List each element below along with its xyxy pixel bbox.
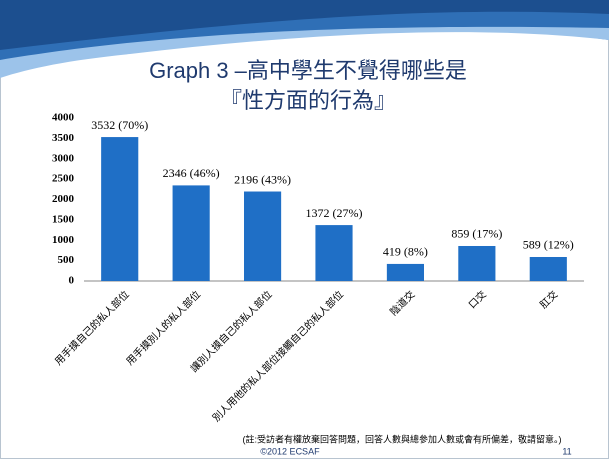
y-tick-label: 3000	[52, 152, 75, 164]
bar	[101, 137, 139, 281]
bar	[386, 263, 424, 281]
y-tick-label: 4000	[52, 112, 75, 124]
value-label: 3532 (70%)	[91, 118, 148, 132]
bar	[315, 225, 353, 281]
page-number: 11	[562, 446, 571, 456]
value-label: 1372 (27%)	[306, 206, 363, 220]
header-swoosh-dark	[0, 0, 609, 50]
footer: ©2012 ECSAF	[260, 446, 320, 456]
y-tick-label: 0	[69, 275, 75, 287]
bar	[458, 245, 496, 281]
value-label: 419 (8%)	[383, 245, 428, 259]
bar	[172, 185, 210, 281]
value-label: 859 (17%)	[451, 227, 502, 241]
y-tick-label: 1000	[52, 234, 75, 246]
y-tick-label: 3500	[52, 132, 75, 144]
chart-title: Graph 3 –高中學生不覺得哪些是	[149, 58, 467, 83]
value-label: 2346 (46%)	[163, 166, 220, 180]
y-tick-label: 2500	[52, 173, 75, 185]
footnote: (註:受訪者有權放棄回答問題，回答人數與總參加人數或會有所偏差，敬請留意。)	[243, 433, 562, 444]
y-tick-label: 1500	[52, 213, 75, 225]
bar	[244, 191, 282, 281]
y-tick-label: 500	[58, 254, 75, 266]
value-label: 2196 (43%)	[234, 172, 291, 186]
header-swoosh-light	[0, 26, 609, 78]
bar	[529, 256, 567, 281]
y-tick-label: 2000	[52, 193, 75, 205]
value-label: 589 (12%)	[523, 238, 574, 252]
chart-title: 『性方面的行為』	[220, 88, 396, 113]
